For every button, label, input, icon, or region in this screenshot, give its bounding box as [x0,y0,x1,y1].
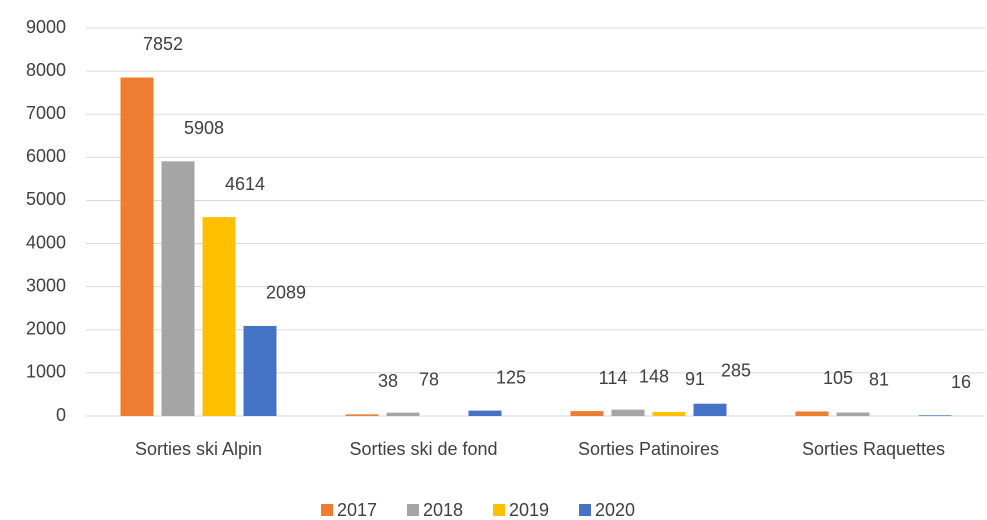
data-label: 38 [378,371,398,391]
data-label: 81 [869,369,889,389]
legend-label: 2019 [509,500,549,520]
data-label: 2089 [266,283,306,303]
y-tick-label: 6000 [26,146,66,166]
data-label: 16 [951,372,971,392]
data-label: 148 [639,366,669,386]
y-tick-label: 4000 [26,232,66,252]
data-label: 4614 [225,174,265,194]
data-label: 285 [721,360,751,380]
y-tick-label: 3000 [26,275,66,295]
legend-swatch [407,504,419,516]
bar [795,411,829,416]
legend-swatch [321,504,333,516]
data-label: 7852 [143,34,183,54]
x-tick-label: Sorties Patinoires [578,439,719,459]
legend-label: 2018 [423,500,463,520]
bar [345,414,379,416]
bar [570,411,604,416]
y-tick-label: 5000 [26,189,66,209]
x-tick-label: Sorties Raquettes [802,439,945,459]
bar [611,409,645,416]
bar [120,77,154,417]
legend-label: 2020 [595,500,635,520]
y-tick-label: 1000 [26,362,66,382]
data-label: 125 [496,367,526,387]
legend-swatch [579,504,591,516]
data-label: 78 [419,369,439,389]
bar [693,403,727,416]
bar [836,412,870,416]
bar [652,412,686,416]
data-label: 114 [599,368,628,388]
y-tick-label: 2000 [26,319,66,339]
bar [918,415,952,416]
legend-label: 2017 [337,500,377,520]
y-tick-label: 8000 [26,60,66,80]
bar [161,161,195,416]
legend-swatch [493,504,505,516]
y-tick-label: 7000 [26,103,66,123]
data-label: 5908 [184,118,224,138]
bar [468,410,502,416]
bar [243,325,277,416]
bar [202,217,236,416]
x-tick-label: Sorties ski Alpin [135,439,262,459]
bar [386,412,420,416]
data-label: 105 [823,368,853,388]
data-label: 91 [685,369,705,389]
y-tick-label: 9000 [26,17,66,37]
y-tick-label: 0 [56,405,66,425]
x-tick-label: Sorties ski de fond [349,439,497,459]
